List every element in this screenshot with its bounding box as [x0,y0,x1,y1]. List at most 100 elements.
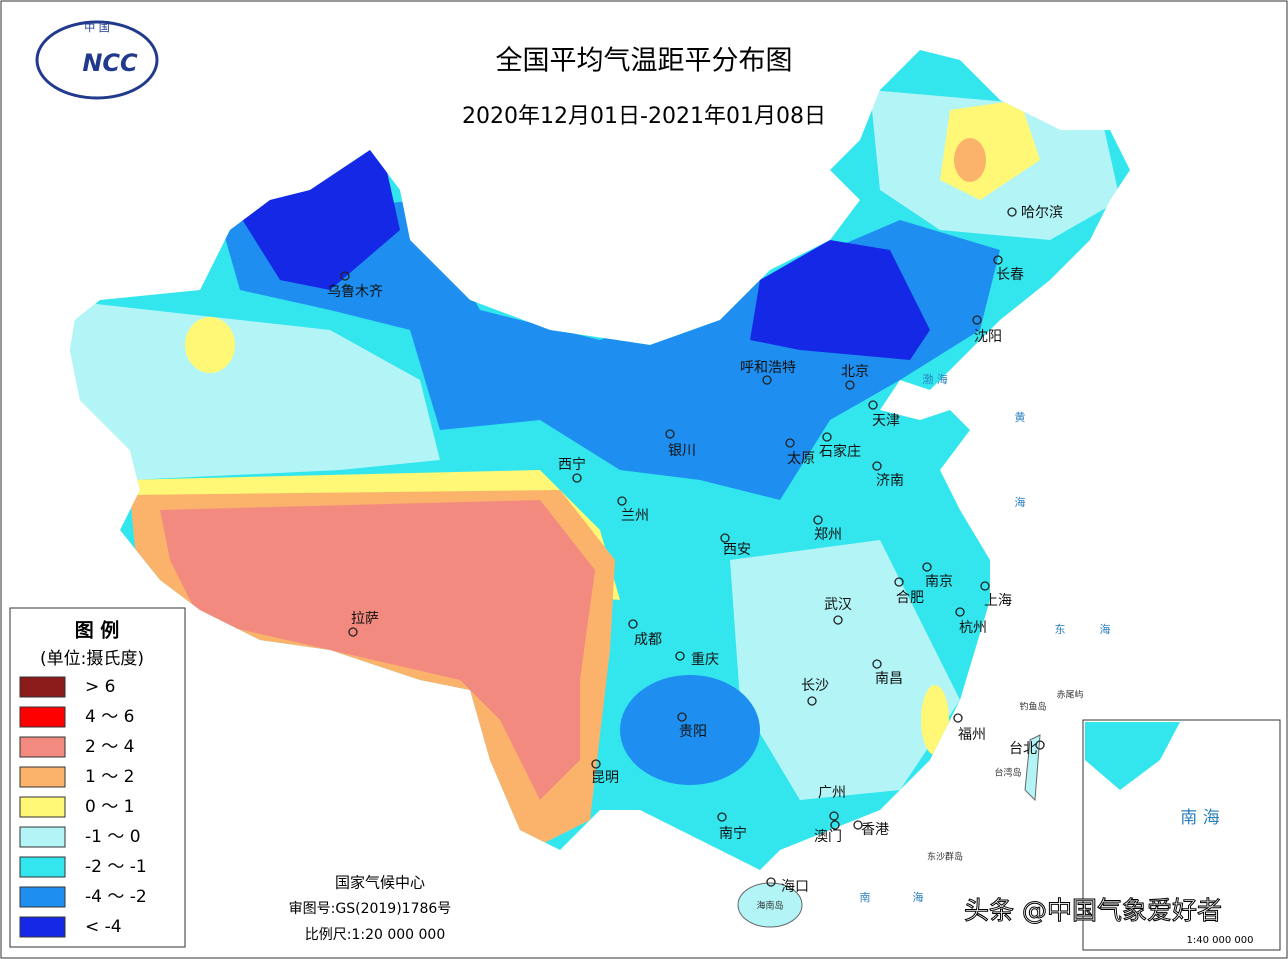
city-marker [872,659,882,669]
city-marker [955,607,965,617]
city-label: 昆明 [591,770,619,786]
city-label: 南宁 [719,825,747,842]
city-marker [617,496,627,506]
legend-unit: (单位:摄氏度) [40,649,144,669]
taiwan [1024,734,1041,802]
city-label: 乌鲁木齐 [327,284,383,300]
hainan [737,882,803,928]
city-marker [922,562,932,572]
subtitle: 2020年12月01日-2021年01月08日 [462,104,826,129]
legend-title: 图 例 [75,619,120,642]
inset-land [1085,722,1180,790]
sea-label: 渤 海 [922,372,948,386]
city-marker [872,461,882,471]
sea-label: 南 [860,891,871,904]
legend-label: > 6 [85,677,115,697]
logo-top: 中 国 [84,21,110,34]
city-label: 香港 [861,822,889,838]
city-marker [822,432,832,442]
footer-scale: 比例尺:1:20 000 000 [305,927,446,943]
city-marker [677,712,687,722]
sea-label: 海 [1100,622,1111,636]
footer-org: 国家气候中心 [335,874,425,892]
legend-swatch [19,826,66,848]
city-label: 西安 [723,542,751,558]
city-label: 郑州 [814,527,842,543]
city-marker [830,820,840,830]
city-label: 南昌 [875,671,903,687]
city-label: 济南 [876,473,904,489]
sea-label: 黄 [1015,410,1026,424]
legend-label: 2 ～ 4 [85,737,134,757]
city-marker [766,877,776,887]
city-marker [813,515,823,525]
legend-label: 1 ～ 2 [85,767,134,787]
city-marker [980,581,990,591]
sea-label: 海 [1015,495,1026,509]
legend-label: -1 ～ 0 [85,827,141,847]
city-marker [972,315,982,325]
city-marker [1007,207,1017,217]
sea-label: 海 [913,890,924,904]
city-marker [591,759,601,769]
city-marker [993,255,1003,265]
legend-label: 0 ～ 1 [85,797,134,817]
city-label: 石家庄 [819,443,861,460]
city-label: 成都 [634,632,662,648]
city-marker [665,429,675,439]
city-label: 哈尔滨 [1021,205,1063,221]
city-label: 武汉 [824,597,852,613]
legend-swatch [19,766,66,788]
legend-label: < -4 [85,917,122,937]
legend-swatch [19,706,66,728]
legend-label: -4 ～ -2 [85,887,147,907]
legend-label: -2 ～ -1 [85,857,147,877]
city-marker [785,438,795,448]
city-label: 银川 [668,443,696,459]
title: 全国平均气温距平分布图 [496,46,793,77]
city-marker [348,627,358,637]
city-label: 呼和浩特 [740,360,796,376]
legend-swatch [19,856,66,878]
city-marker [807,696,817,706]
city-marker [1035,740,1045,750]
legend-label: 4 ～ 6 [85,707,134,727]
legend-swatch [19,736,66,758]
city-label: 兰州 [621,508,649,524]
sea-label: 东 [1055,623,1066,636]
island-label: 赤尾屿 [1056,690,1083,701]
city-label: 海口 [781,879,809,895]
city-marker [340,271,350,281]
city-label: 澳门 [814,829,842,845]
city-label: 沈阳 [974,329,1002,345]
city-marker [572,473,582,483]
watermark: 头条 @中国气象爱好者 [964,896,1222,925]
city-label: 天津 [872,413,900,429]
city-label: 广州 [818,785,846,801]
island-label: 台湾岛 [994,767,1021,779]
city-marker [953,713,963,723]
city-marker [853,820,863,830]
city-marker [628,619,638,629]
island-label: 钓鱼岛 [1019,701,1046,713]
legend-swatch [19,916,66,938]
city-label: 长沙 [801,678,829,694]
legend-swatch [19,796,66,818]
city-label: 台北 [1009,741,1037,757]
city-label: 贵阳 [679,724,707,740]
city-marker [717,812,727,822]
city-label: 拉萨 [351,611,379,627]
legend-swatch [19,886,66,908]
logo-text: NCC [82,49,138,77]
city-label: 福州 [958,727,986,743]
city-marker [845,380,855,390]
city-marker [868,400,878,410]
city-label: 杭州 [959,620,987,636]
inset-title: 南 海 [1180,808,1219,828]
island-label: 东沙群岛 [927,851,963,863]
city-label: 太原 [787,451,815,467]
city-label: 重庆 [691,652,719,668]
island-label: 海南岛 [756,900,783,912]
city-label: 合肥 [896,590,924,606]
